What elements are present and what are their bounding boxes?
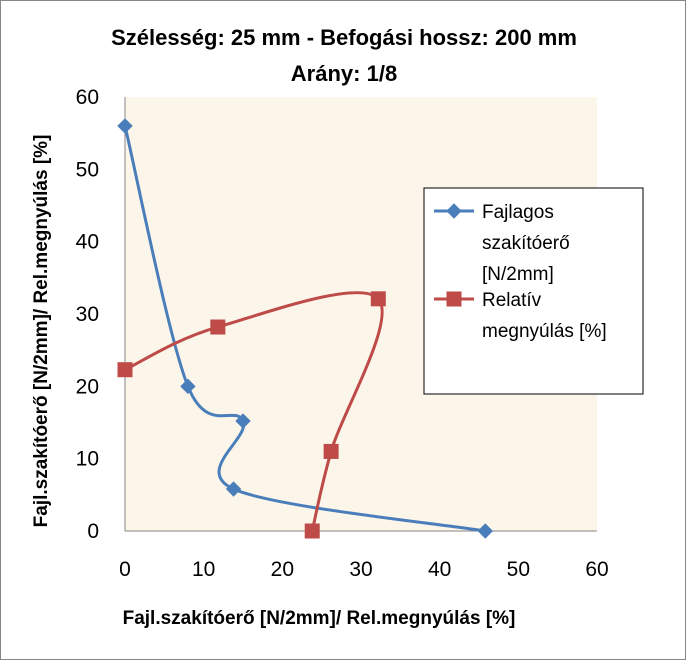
x-tick-label: 40 [428, 558, 451, 581]
legend: Fajlagos szakítóerő [N/2mm] Relatív megnyúlá… [423, 187, 644, 395]
legend-diamond-marker [446, 203, 462, 219]
y-tick-label: 30 [76, 303, 99, 326]
x-tick-labels: 0 10 20 30 40 50 60 [119, 558, 609, 581]
y-tick-labels: 0 10 20 30 40 50 60 [76, 86, 99, 543]
square-marker [304, 523, 320, 539]
square-marker [370, 291, 386, 307]
legend-entries: Fajlagos szakítóerő [N/2mm] Relatív megnyúlá… [434, 202, 607, 342]
diamond-marker [180, 378, 196, 395]
diamond-marker [117, 118, 133, 134]
y-tick-label: 60 [76, 86, 99, 109]
y-tick-label: 10 [76, 448, 99, 471]
x-tick-label: 10 [192, 558, 215, 581]
legend-box [423, 187, 644, 395]
legend-label-line: [N/2mm] [482, 264, 554, 285]
x-axis-title: Fajl.szakítóerő [N/2mm]/ Rel.megnyúlás [… [123, 608, 516, 629]
x-tick-label: 60 [585, 558, 608, 581]
diamond-marker [225, 481, 242, 497]
diamond-marker [477, 523, 494, 539]
y-tick-label: 20 [76, 375, 99, 398]
square-marker [210, 319, 226, 335]
chart-title-line-2: Arány: 1/8 [291, 61, 397, 86]
legend-label-line: megnyúlás [%] [482, 321, 607, 342]
x-tick-label: 0 [119, 558, 131, 581]
legend-entry: Fajlagos szakítóerő [N/2mm] [434, 202, 570, 285]
y-axis-title: Fajl.szakítóerő [N/2mm]/ Rel.megnyúlás [… [31, 135, 52, 528]
legend-square-marker [446, 291, 462, 307]
legend-label-line: Fajlagos [482, 202, 554, 223]
y-tick-label: 50 [76, 158, 99, 181]
chart-title-line-1: Szélesség: 25 mm - Befogási hossz: 200 m… [111, 25, 577, 50]
legend-label-line: szakítóerő [482, 233, 570, 254]
y-tick-label: 0 [87, 520, 99, 543]
legend-label-line: Relatív [482, 290, 542, 311]
square-marker [323, 443, 339, 459]
series-layer [117, 118, 494, 539]
legend-entry: Relatív megnyúlás [%] [434, 290, 607, 342]
x-tick-label: 20 [271, 558, 294, 581]
x-tick-label: 30 [349, 558, 372, 581]
series-2 [117, 291, 386, 539]
series-1 [117, 118, 494, 539]
x-tick-label: 50 [507, 558, 530, 581]
y-tick-label: 40 [76, 231, 99, 254]
diamond-marker [235, 413, 251, 429]
square-marker [117, 362, 133, 378]
